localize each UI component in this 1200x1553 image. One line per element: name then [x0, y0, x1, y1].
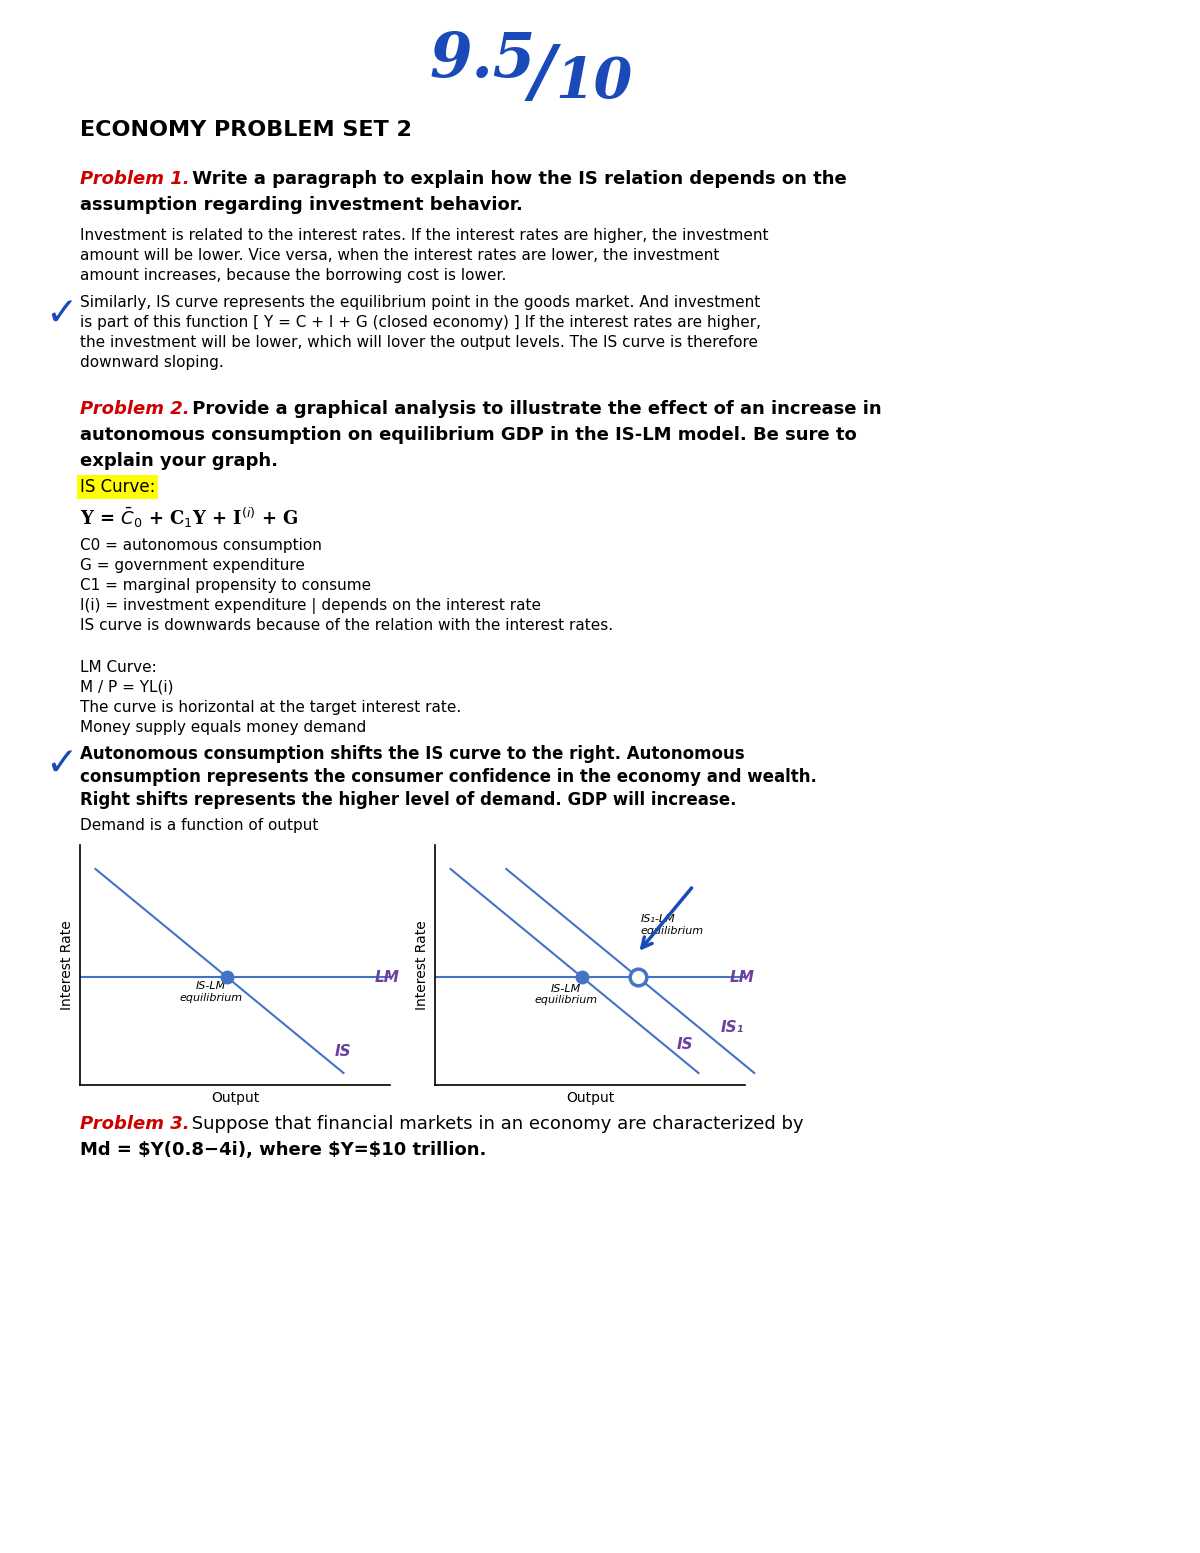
Text: IS₁-LM
equilibrium: IS₁-LM equilibrium	[641, 915, 704, 936]
Text: IS₁: IS₁	[720, 1020, 744, 1036]
Text: LM: LM	[730, 969, 755, 985]
Text: Suppose that financial markets in an economy are characterized by: Suppose that financial markets in an eco…	[186, 1115, 804, 1134]
Text: Y = $\bar{C}_0$ + C$_1$Y + I$^{(i)}$ + G: Y = $\bar{C}_0$ + C$_1$Y + I$^{(i)}$ + G	[80, 506, 299, 530]
Text: Problem 2.: Problem 2.	[80, 401, 190, 418]
Y-axis label: Interest Rate: Interest Rate	[60, 919, 74, 1009]
Text: C0 = autonomous consumption: C0 = autonomous consumption	[80, 537, 322, 553]
Text: Demand is a function of output: Demand is a function of output	[80, 818, 318, 832]
Text: IS: IS	[677, 1037, 694, 1051]
Text: IS curve is downwards because of the relation with the interest rates.: IS curve is downwards because of the rel…	[80, 618, 613, 634]
Text: Write a paragraph to explain how the IS relation depends on the: Write a paragraph to explain how the IS …	[186, 169, 847, 188]
Text: 9.5: 9.5	[430, 30, 536, 90]
Text: 10: 10	[554, 54, 632, 110]
Text: downward sloping.: downward sloping.	[80, 356, 223, 370]
Text: IS-LM
equilibrium: IS-LM equilibrium	[180, 981, 242, 1003]
Text: consumption represents the consumer confidence in the economy and wealth.: consumption represents the consumer conf…	[80, 769, 817, 786]
Text: Problem 3.: Problem 3.	[80, 1115, 190, 1134]
Text: Provide a graphical analysis to illustrate the effect of an increase in: Provide a graphical analysis to illustra…	[186, 401, 882, 418]
Text: Md = $Y(0.8−4i), where $Y=$10 trillion.: Md = $Y(0.8−4i), where $Y=$10 trillion.	[80, 1141, 486, 1159]
Text: ECONOMY PROBLEM SET 2: ECONOMY PROBLEM SET 2	[80, 120, 412, 140]
Text: the investment will be lower, which will lover the output levels. The IS curve i: the investment will be lower, which will…	[80, 335, 758, 349]
Text: LM: LM	[374, 969, 400, 985]
Text: assumption regarding investment behavior.: assumption regarding investment behavior…	[80, 196, 523, 214]
Text: explain your graph.: explain your graph.	[80, 452, 278, 471]
Text: Right shifts represents the higher level of demand. GDP will increase.: Right shifts represents the higher level…	[80, 790, 737, 809]
Text: ✓: ✓	[46, 295, 78, 332]
Text: Money supply equals money demand: Money supply equals money demand	[80, 721, 366, 735]
Text: IS-LM
equilibrium: IS-LM equilibrium	[535, 983, 598, 1005]
Text: amount increases, because the borrowing cost is lower.: amount increases, because the borrowing …	[80, 269, 506, 283]
Text: ✓: ✓	[46, 745, 78, 783]
Text: is part of this function [ Y = C + I + G (closed economy) ] If the interest rate: is part of this function [ Y = C + I + G…	[80, 315, 761, 329]
Text: Autonomous consumption shifts the IS curve to the right. Autonomous: Autonomous consumption shifts the IS cur…	[80, 745, 745, 763]
X-axis label: Output: Output	[566, 1090, 614, 1104]
Text: Investment is related to the interest rates. If the interest rates are higher, t: Investment is related to the interest ra…	[80, 228, 768, 242]
Text: Problem 1.: Problem 1.	[80, 169, 190, 188]
Text: G = government expenditure: G = government expenditure	[80, 558, 305, 573]
Text: amount will be lower. Vice versa, when the interest rates are lower, the investm: amount will be lower. Vice versa, when t…	[80, 248, 719, 262]
Text: C1 = marginal propensity to consume: C1 = marginal propensity to consume	[80, 578, 371, 593]
Text: IS: IS	[334, 1044, 350, 1059]
Text: autonomous consumption on equilibrium GDP in the IS-LM model. Be sure to: autonomous consumption on equilibrium GD…	[80, 426, 857, 444]
Text: I(i) = investment expenditure | depends on the interest rate: I(i) = investment expenditure | depends …	[80, 598, 541, 613]
Y-axis label: Interest Rate: Interest Rate	[415, 919, 430, 1009]
Text: Similarly, IS curve represents the equilibrium point in the goods market. And in: Similarly, IS curve represents the equil…	[80, 295, 761, 311]
X-axis label: Output: Output	[211, 1090, 259, 1104]
Text: IS Curve:: IS Curve:	[80, 478, 155, 495]
Text: The curve is horizontal at the target interest rate.: The curve is horizontal at the target in…	[80, 700, 461, 714]
Text: /: /	[530, 42, 556, 110]
Text: M / P = YL(i): M / P = YL(i)	[80, 680, 174, 696]
Text: LM Curve:: LM Curve:	[80, 660, 157, 676]
